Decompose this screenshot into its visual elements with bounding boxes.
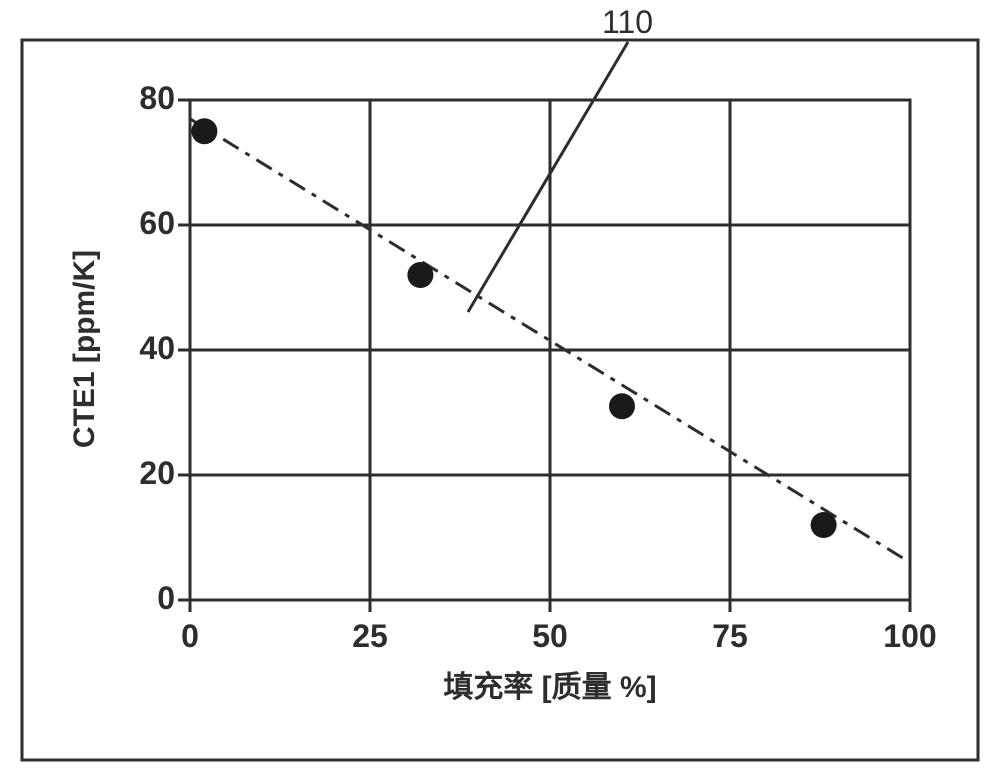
y-axis-label: CTE1 [ppm/K] <box>68 219 102 479</box>
data-point <box>407 262 433 288</box>
data-point <box>811 512 837 538</box>
x-tick-label: 50 <box>510 618 590 655</box>
x-tick-label: 25 <box>330 618 410 655</box>
x-axis-label: 填充率 [质量 %] <box>190 662 910 706</box>
y-tick-label: 80 <box>105 80 175 117</box>
y-tick-label: 60 <box>105 205 175 242</box>
callout-label: 110 <box>602 4 653 41</box>
x-tick-label: 0 <box>150 618 230 655</box>
y-tick-label: 0 <box>105 580 175 617</box>
y-tick-label: 40 <box>105 330 175 367</box>
x-tick-label: 75 <box>690 618 770 655</box>
y-tick-label: 20 <box>105 455 175 492</box>
data-point <box>191 118 217 144</box>
x-tick-label: 100 <box>870 618 950 655</box>
data-point <box>609 393 635 419</box>
